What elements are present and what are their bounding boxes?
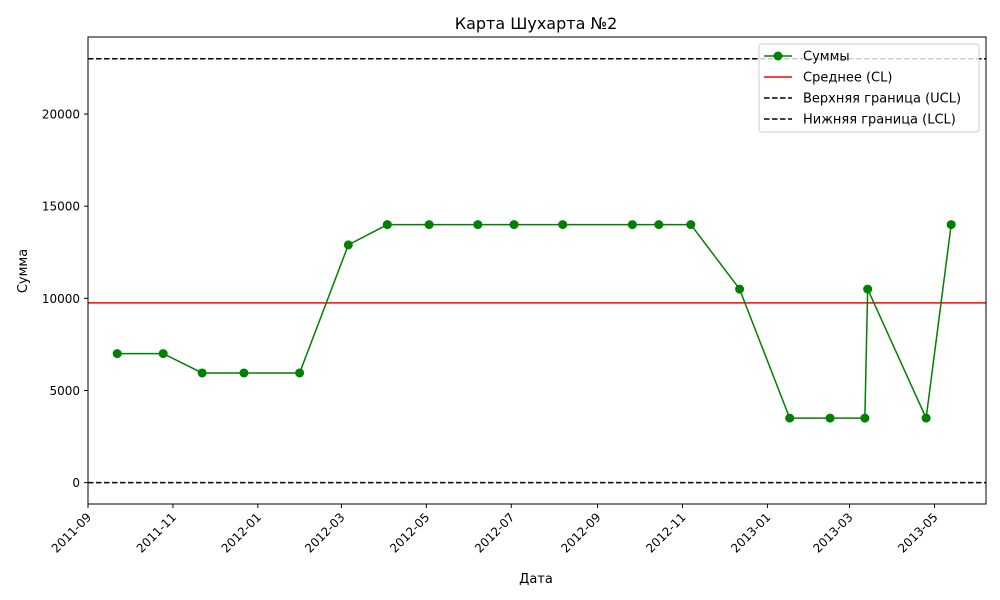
legend-label: Суммы [803, 50, 850, 65]
data-point [424, 220, 434, 230]
data-point [343, 240, 353, 250]
legend-label: Среднее (CL) [803, 71, 892, 86]
y-axis-label: Сумма [16, 249, 31, 293]
data-point [686, 220, 696, 230]
legend: Суммы Среднее (CL) Верхняя граница (UCL) Ни… [758, 43, 980, 133]
data-point [946, 220, 956, 230]
data-point [473, 220, 483, 230]
x-tick-label: 2011-11 [134, 510, 179, 555]
data-point [825, 413, 835, 423]
x-tick-label: 2012-05 [387, 510, 432, 555]
data-point [112, 349, 122, 359]
x-tick-label: 2013-05 [895, 510, 940, 555]
x-axis-label: Дата [519, 572, 553, 587]
data-point [382, 220, 392, 230]
x-tick-label: 2012-03 [302, 510, 347, 555]
legend-box [758, 43, 980, 133]
x-tick-label: 2012-01 [219, 510, 264, 555]
data-point [921, 413, 931, 423]
data-point [509, 220, 519, 230]
x-tick-label: 2012-11 [643, 510, 688, 555]
y-tick-label: 5000 [49, 384, 80, 398]
data-point [654, 220, 664, 230]
data-point [627, 220, 637, 230]
y-tick-label: 0 [72, 476, 80, 490]
y-tick-label: 10000 [42, 292, 80, 306]
data-point [158, 349, 168, 359]
data-point [785, 413, 795, 423]
legend-label: Верхняя граница (UCL) [803, 92, 961, 107]
x-tick-label: 2011-09 [49, 510, 94, 555]
series-line [117, 223, 952, 421]
data-point [735, 284, 745, 294]
x-tick-label: 2012-09 [558, 510, 603, 555]
legend-label: Нижняя граница (LCL) [803, 113, 956, 128]
data-point [860, 413, 870, 423]
data-point [197, 368, 207, 378]
plot-frame [87, 36, 987, 505]
x-tick-label: 2013-01 [728, 510, 773, 555]
data-point [558, 220, 568, 230]
data-point [863, 284, 873, 294]
y-tick-label: 15000 [42, 200, 80, 214]
data-point [239, 368, 249, 378]
x-tick-label: 2013-03 [810, 510, 855, 555]
x-tick-label: 2012-07 [472, 510, 517, 555]
chart-title: Карта Шухарта №2 [455, 14, 618, 33]
data-point [295, 368, 305, 378]
y-tick-label: 20000 [42, 108, 80, 122]
legend-marker [773, 51, 783, 61]
